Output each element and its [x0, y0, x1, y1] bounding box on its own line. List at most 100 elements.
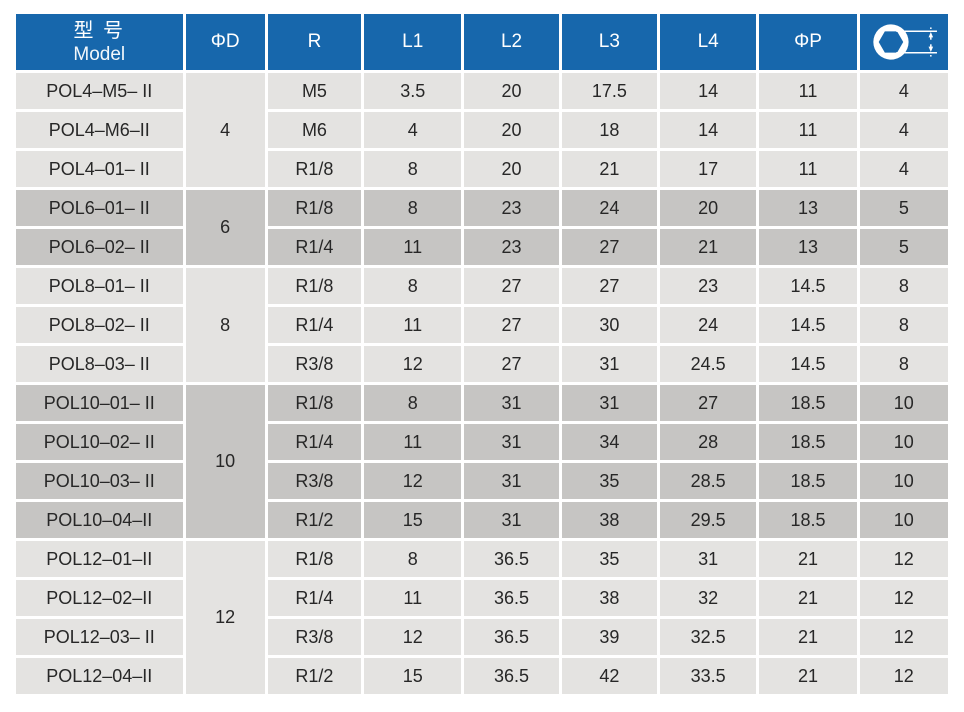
l1-cell: 12: [364, 619, 462, 655]
table-header: 型 号 Model ΦD R L1 L2 L3 L4 ΦP: [16, 14, 948, 70]
group-pol8: POL8–01– II 8 R1/8 8 27 27 23 14.5 8 POL…: [16, 268, 948, 382]
p-cell: 18.5: [759, 424, 857, 460]
l4-cell: 27: [660, 385, 757, 421]
l4-cell: 14: [660, 73, 757, 109]
group-pol10: POL10–01– II 10 R1/8 8 31 31 27 18.5 10 …: [16, 385, 948, 538]
l1-cell: 3.5: [364, 73, 462, 109]
r-cell: R1/2: [267, 658, 362, 694]
l3-cell: 30: [561, 307, 658, 343]
group-pol6: POL6–01– II 6 R1/8 8 23 24 20 13 5 POL6–…: [16, 190, 948, 265]
hex-cell: 12: [859, 658, 948, 694]
l2-cell: 27: [464, 307, 559, 343]
table-row: POL12–03– II R3/8 12 36.5 39 32.5 21 12: [16, 619, 948, 655]
d-cell: 8: [185, 268, 265, 382]
table-row: POL6–02– II R1/4 11 23 27 21 13 5: [16, 229, 948, 265]
hex-cell: 4: [859, 151, 948, 187]
l1-cell: 11: [364, 580, 462, 616]
model-cell: POL6–02– II: [16, 229, 183, 265]
l2-cell: 20: [464, 73, 559, 109]
l1-cell: 12: [364, 463, 462, 499]
table-row: POL10–03– II R3/8 12 31 35 28.5 18.5 10: [16, 463, 948, 499]
model-cell: POL12–01–II: [16, 541, 183, 577]
l4-cell: 24: [660, 307, 757, 343]
hex-cell: 12: [859, 580, 948, 616]
r-cell: R1/2: [267, 502, 362, 538]
model-cell: POL12–04–II: [16, 658, 183, 694]
col-header-r: R: [267, 14, 362, 70]
hex-cell: 10: [859, 385, 948, 421]
d-cell: 12: [185, 541, 265, 694]
l1-cell: 15: [364, 658, 462, 694]
l4-cell: 32: [660, 580, 757, 616]
p-cell: 14.5: [759, 307, 857, 343]
l4-cell: 29.5: [660, 502, 757, 538]
model-cell: POL8–02– II: [16, 307, 183, 343]
table-row: POL4–M6–II M6 4 20 18 14 11 4: [16, 112, 948, 148]
r-cell: R1/8: [267, 268, 362, 304]
p-cell: 11: [759, 112, 857, 148]
col-header-hex: [859, 14, 948, 70]
group-pol4: POL4–M5– II 4 M5 3.5 20 17.5 14 11 4 POL…: [16, 73, 948, 187]
p-cell: 11: [759, 73, 857, 109]
p-cell: 18.5: [759, 463, 857, 499]
p-cell: 21: [759, 658, 857, 694]
r-cell: R1/8: [267, 385, 362, 421]
header-row: 型 号 Model ΦD R L1 L2 L3 L4 ΦP: [16, 14, 948, 70]
p-cell: 14.5: [759, 268, 857, 304]
p-cell: 21: [759, 541, 857, 577]
model-cell: POL8–03– II: [16, 346, 183, 382]
l3-cell: 24: [561, 190, 658, 226]
table-row: POL12–01–II 12 R1/8 8 36.5 35 31 21 12: [16, 541, 948, 694]
l4-cell: 23: [660, 268, 757, 304]
l1-cell: 8: [364, 268, 462, 304]
l2-cell: 31: [464, 463, 559, 499]
p-cell: 21: [759, 619, 857, 655]
l4-cell: 31: [660, 541, 757, 577]
model-cell: POL12–03– II: [16, 619, 183, 655]
hex-cell: 4: [859, 73, 948, 109]
l4-cell: 33.5: [660, 658, 757, 694]
table-row: POL8–03– II R3/8 12 27 31 24.5 14.5 8: [16, 346, 948, 382]
col-header-l1: L1: [364, 14, 462, 70]
l3-cell: 39: [561, 619, 658, 655]
l3-cell: 38: [561, 502, 658, 538]
l4-cell: 32.5: [660, 619, 757, 655]
hex-cell: 4: [859, 112, 948, 148]
l1-cell: 8: [364, 541, 462, 577]
model-header-zh: 型 号: [73, 19, 126, 42]
table-row: POL10–01– II 10 R1/8 8 31 31 27 18.5 10: [16, 385, 948, 538]
spec-table: 型 号 Model ΦD R L1 L2 L3 L4 ΦP: [13, 11, 951, 697]
p-cell: 14.5: [759, 346, 857, 382]
hex-cell: 10: [859, 463, 948, 499]
p-cell: 13: [759, 190, 857, 226]
col-header-d: ΦD: [185, 14, 265, 70]
d-cell: 6: [185, 190, 265, 265]
d-cell: 4: [185, 73, 265, 187]
hex-socket-dimension-icon: [873, 24, 937, 60]
l4-cell: 28: [660, 424, 757, 460]
p-cell: 21: [759, 580, 857, 616]
l3-cell: 42: [561, 658, 658, 694]
table-row: POL10–02– II R1/4 11 31 34 28 18.5 10: [16, 424, 948, 460]
r-cell: R1/4: [267, 580, 362, 616]
r-cell: R3/8: [267, 463, 362, 499]
model-cell: POL8–01– II: [16, 268, 183, 304]
hex-cell: 8: [859, 268, 948, 304]
r-cell: R3/8: [267, 619, 362, 655]
hex-cell: 10: [859, 424, 948, 460]
hex-cell: 5: [859, 190, 948, 226]
col-header-l2: L2: [464, 14, 559, 70]
r-cell: R1/8: [267, 541, 362, 577]
l3-cell: 34: [561, 424, 658, 460]
model-cell: POL10–03– II: [16, 463, 183, 499]
hex-cell: 8: [859, 307, 948, 343]
group-pol12: POL12–01–II 12 R1/8 8 36.5 35 31 21 12 P…: [16, 541, 948, 694]
r-cell: R1/4: [267, 307, 362, 343]
l4-cell: 20: [660, 190, 757, 226]
model-cell: POL4–M5– II: [16, 73, 183, 109]
col-header-p: ΦP: [759, 14, 857, 70]
l2-cell: 23: [464, 229, 559, 265]
hex-cell: 12: [859, 541, 948, 577]
table-row: POL4–M5– II 4 M5 3.5 20 17.5 14 11 4: [16, 73, 948, 187]
model-cell: POL10–01– II: [16, 385, 183, 421]
